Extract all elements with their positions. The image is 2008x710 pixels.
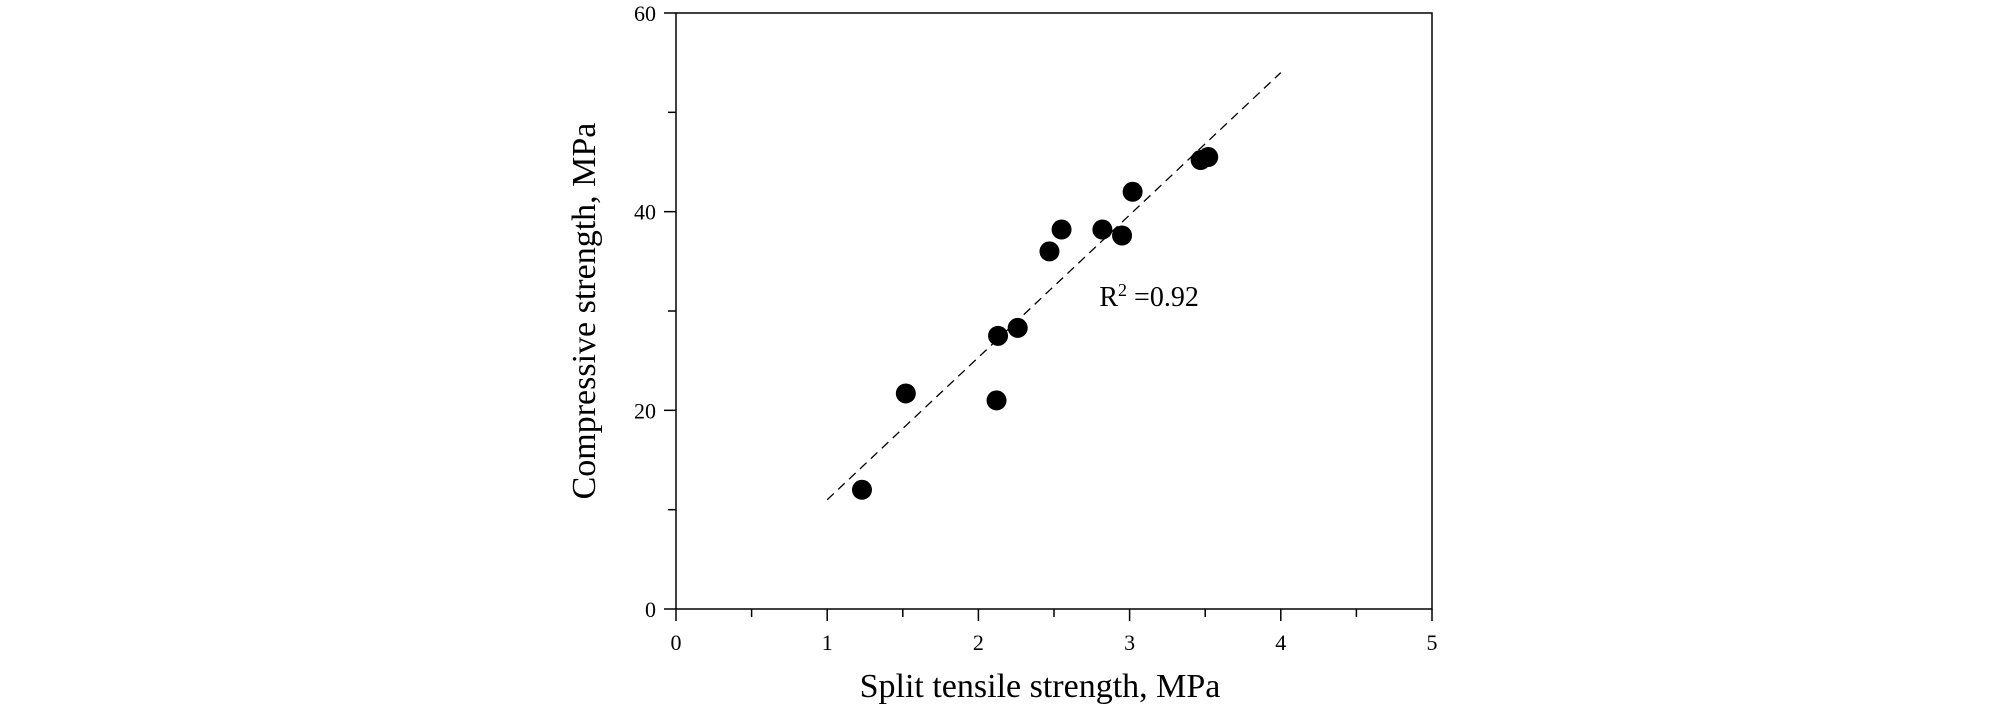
x-axis-ticks: 0 1 2 3 4 5 (671, 609, 1438, 655)
r-squared-value: =0.92 (1127, 282, 1199, 313)
regression-fit-line (826, 72, 1282, 501)
plot-frame (675, 12, 1433, 610)
x-axis-label: Split tensile strength, MPa (860, 668, 1221, 705)
data-point (1051, 219, 1072, 240)
r-squared-annotation: R2 =0.92 (1099, 280, 1198, 313)
data-point (1122, 181, 1143, 202)
x-tick-label: 0 (671, 630, 682, 655)
y-tick-label: 60 (634, 1, 656, 26)
data-point (988, 325, 1009, 346)
data-points (851, 147, 1219, 500)
x-tick-label: 1 (822, 630, 833, 655)
y-tick-label: 20 (634, 398, 656, 423)
y-axis-ticks: 0 20 40 60 (634, 1, 676, 622)
x-tick-label: 3 (1124, 630, 1135, 655)
data-point (1112, 225, 1133, 246)
r-squared-base: R (1099, 282, 1118, 313)
data-point (1198, 147, 1219, 168)
r-squared-superscript: 2 (1118, 280, 1127, 300)
data-point (851, 479, 872, 500)
x-tick-label: 4 (1275, 630, 1286, 655)
y-tick-label: 0 (645, 597, 656, 622)
data-point (1007, 317, 1028, 338)
data-point (895, 383, 916, 404)
data-point (1039, 241, 1060, 262)
x-tick-label: 5 (1427, 630, 1438, 655)
data-point (986, 390, 1007, 411)
data-point (1092, 219, 1113, 240)
y-tick-label: 40 (634, 200, 656, 225)
y-axis-label: Compressive strength, MPa (566, 123, 603, 500)
x-tick-label: 2 (973, 630, 984, 655)
